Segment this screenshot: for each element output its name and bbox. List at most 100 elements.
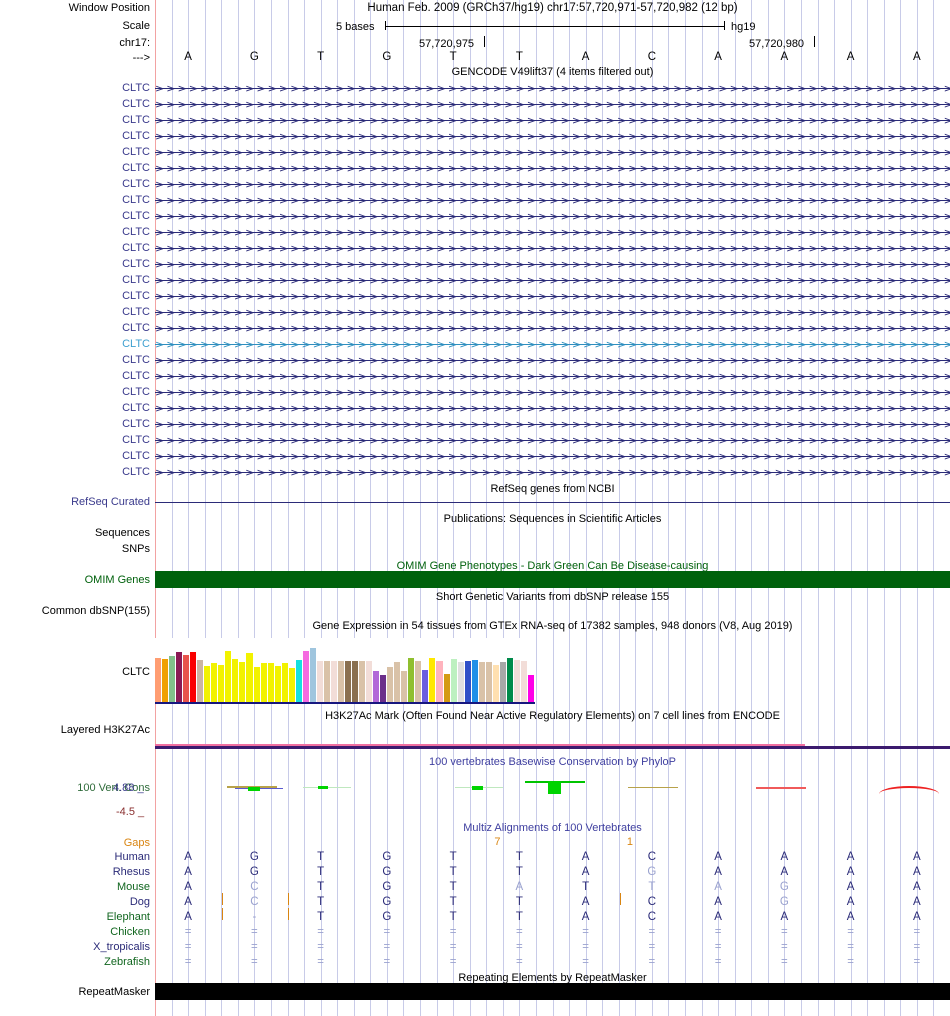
gtex-tissue-bar[interactable] [345,661,352,702]
gtex-tissue-bar[interactable] [267,663,274,702]
multiz-base: = [913,956,921,968]
gtex-tissue-bar[interactable] [211,663,218,702]
gtex-tissue-bar[interactable] [387,667,394,702]
gtex-tissue-bar[interactable] [260,663,267,702]
gtex-tissue-bar[interactable] [478,662,485,702]
gtex-tissue-bar[interactable] [436,661,443,702]
gencode-transcript-label[interactable]: CLTC [122,130,150,142]
gencode-transcript-label[interactable]: CLTC [122,338,150,350]
gtex-tissue-bar[interactable] [176,652,183,702]
multiz-species-label[interactable]: Rhesus [112,866,150,878]
gtex-tissue-bar[interactable] [429,658,436,702]
gtex-tissue-bar[interactable] [330,661,337,702]
gtex-tissue-bar[interactable] [464,661,471,702]
gtex-tissue-bar[interactable] [190,652,197,702]
multiz-species-row[interactable]: = = = = = = = = = = = = [155,955,950,970]
gencode-transcript-label[interactable]: CLTC [122,322,150,334]
gtex-tissue-bar[interactable] [288,668,295,702]
gencode-transcript-label[interactable]: CLTC [122,386,150,398]
gencode-transcript-label[interactable]: CLTC [122,194,150,206]
gtex-tissue-bar[interactable] [281,663,288,702]
gtex-tissue-bar[interactable] [513,660,520,702]
gtex-tissue-bar[interactable] [162,659,169,702]
gtex-tissue-bar[interactable] [352,661,359,702]
gencode-transcript-label[interactable]: CLTC [122,418,150,430]
gtex-tissue-bar[interactable] [471,660,478,702]
gencode-transcript-label[interactable]: CLTC [122,434,150,446]
gencode-transcript-label[interactable]: CLTC [122,370,150,382]
gtex-tissue-bar[interactable] [492,665,499,702]
gtex-tissue-bar[interactable] [218,665,225,702]
repeatmasker-block[interactable] [155,983,950,1000]
gtex-tissue-bar[interactable] [359,661,366,702]
multiz-species-label[interactable]: Human [114,851,150,863]
gtex-tissue-bar[interactable] [204,666,211,702]
gencode-transcript-label[interactable]: CLTC [122,178,150,190]
gencode-transcript-label[interactable]: CLTC [122,210,150,222]
gencode-transcript-label[interactable]: CLTC [122,274,150,286]
omim-gene-block[interactable] [155,571,950,588]
gtex-tissue-bar[interactable] [183,655,190,702]
gtex-tissue-bar[interactable] [457,662,464,702]
gtex-tissue-bar[interactable] [380,675,387,702]
gtex-tissue-bar[interactable] [366,661,373,702]
gencode-transcript-label[interactable]: CLTC [122,258,150,270]
gencode-transcript-label[interactable]: CLTC [122,242,150,254]
gencode-transcript-label[interactable]: CLTC [122,290,150,302]
gencode-transcript-label[interactable]: CLTC [122,226,150,238]
multiz-species-label[interactable]: Elephant [106,911,150,923]
gtex-tissue-bar[interactable] [155,658,162,702]
multiz-species-label[interactable]: Zebrafish [104,956,150,968]
gtex-tissue-bar[interactable] [450,659,457,702]
gtex-tissue-bar[interactable] [309,648,316,702]
gtex-expression-bars[interactable] [155,638,535,704]
gencode-transcript-label[interactable]: CLTC [122,450,150,462]
gencode-transcript-label[interactable]: CLTC [122,466,150,478]
gtex-tissue-bar[interactable] [499,662,506,702]
gtex-tissue-bar[interactable] [316,661,323,702]
gtex-tissue-bar[interactable] [239,662,246,702]
multiz-species-label[interactable]: Mouse [116,881,150,893]
multiz-species-row[interactable]: = = = = = = = = = = = = [155,925,950,940]
gtex-tissue-bar[interactable] [408,658,415,702]
gencode-transcript-label[interactable]: CLTC [122,354,150,366]
gtex-tissue-bar[interactable] [337,661,344,702]
multiz-species-row[interactable]: = = = = = = = = = = = = [155,940,950,955]
gtex-tissue-bar[interactable] [323,661,330,702]
gencode-transcript-label[interactable]: CLTC [122,146,150,158]
multiz-species-label[interactable]: Chicken [110,926,150,938]
gtex-tissue-bar[interactable] [422,670,429,702]
gencode-transcript-label[interactable]: CLTC [122,82,150,94]
gtex-tissue-bar[interactable] [394,662,401,702]
gtex-tissue-bar[interactable] [485,662,492,702]
gtex-tissue-bar[interactable] [302,651,309,702]
gtex-tissue-bar[interactable] [253,667,260,702]
gtex-tissue-bar[interactable] [232,659,239,702]
conservation-plot[interactable] [155,752,950,814]
gtex-tissue-bar[interactable] [246,653,253,702]
gtex-tissue-bar[interactable] [443,674,450,702]
gencode-transcript-label[interactable]: CLTC [122,306,150,318]
gencode-transcript-label[interactable]: CLTC [122,402,150,414]
multiz-species-label[interactable]: Dog [129,896,150,908]
gencode-transcript-label[interactable]: CLTC [122,114,150,126]
gtex-tissue-bar[interactable] [415,661,422,702]
gtex-tissue-bar[interactable] [197,660,204,702]
gtex-tissue-bar[interactable] [401,671,408,702]
gtex-tissue-bar[interactable] [295,660,302,702]
gtex-tissue-bar[interactable] [527,675,534,702]
gtex-tissue-bar[interactable] [373,671,380,702]
gtex-tissue-bar[interactable] [506,658,513,702]
gencode-transcript-label[interactable]: CLTC [122,98,150,110]
gtex-tissue-bar[interactable] [169,656,176,702]
gtex-tissue-bar[interactable] [274,666,281,702]
gtex-tissue-bar[interactable] [225,651,232,702]
gencode-transcript-label[interactable]: CLTC [122,162,150,174]
gtex-tissue-bar[interactable] [520,661,527,702]
multiz-species-label[interactable]: X_tropicalis [93,941,150,953]
